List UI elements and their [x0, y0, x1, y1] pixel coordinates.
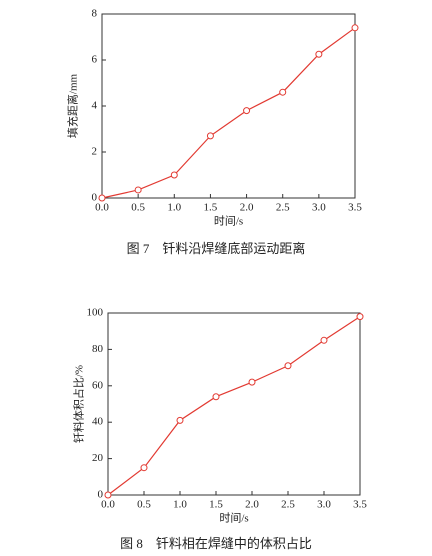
- y-tick-label: 0: [92, 192, 98, 204]
- y-tick-label: 40: [92, 416, 104, 428]
- x-tick-label: 0.0: [101, 499, 115, 511]
- data-point: [98, 194, 106, 202]
- caption: 图 8 钎料相在焊缝中的体积占比: [120, 536, 312, 551]
- data-line: [101, 27, 356, 199]
- caption: 图 7 钎料沿焊缝底部运动距离: [127, 241, 306, 256]
- x-tick-label: 1.5: [209, 499, 223, 511]
- y-tick-label: 6: [92, 54, 98, 66]
- data-point: [170, 171, 178, 179]
- y-tick-label: 8: [92, 8, 98, 20]
- x-axis-label: 时间/s: [214, 215, 243, 228]
- y-tick-label: 0: [98, 489, 104, 501]
- y-axis-label: 钎料体积占比/%: [72, 365, 86, 443]
- data-point: [248, 378, 256, 386]
- y-tick-label: 20: [92, 452, 104, 464]
- data-point: [351, 24, 359, 32]
- y-tick-label: 80: [92, 343, 104, 355]
- data-point: [315, 50, 323, 58]
- data-point: [104, 491, 112, 499]
- y-tick-label: 100: [87, 307, 104, 319]
- y-tick-label: 60: [92, 379, 104, 391]
- y-tick-label: 2: [92, 146, 98, 158]
- x-tick-label: 2.0: [245, 499, 259, 511]
- x-tick-label: 0.5: [137, 499, 151, 511]
- y-axis-label: 填充距离/mm: [66, 73, 80, 138]
- plot-frame: [101, 13, 356, 199]
- data-point: [140, 464, 148, 472]
- data-line: [107, 316, 361, 496]
- y-tick-label: 4: [92, 100, 98, 112]
- x-tick-label: 3.5: [348, 202, 362, 214]
- x-tick-label: 1.5: [204, 202, 218, 214]
- x-tick-label: 2.0: [240, 202, 254, 214]
- x-tick-label: 2.5: [281, 499, 295, 511]
- data-point: [279, 88, 287, 96]
- data-point: [206, 132, 214, 140]
- x-tick-label: 2.5: [276, 202, 290, 214]
- x-tick-label: 3.0: [317, 499, 331, 511]
- x-tick-label: 0.5: [131, 202, 145, 214]
- x-axis-label: 时间/s: [219, 512, 248, 525]
- x-tick-label: 1.0: [173, 499, 187, 511]
- x-tick-label: 1.0: [167, 202, 181, 214]
- data-point: [212, 393, 220, 401]
- plot-frame: [107, 312, 361, 496]
- data-point: [243, 107, 251, 115]
- x-tick-label: 3.0: [312, 202, 326, 214]
- data-point: [284, 362, 292, 370]
- data-point: [176, 416, 184, 424]
- data-point: [320, 336, 328, 344]
- x-tick-label: 3.5: [353, 499, 367, 511]
- data-point: [134, 186, 142, 194]
- data-point: [356, 313, 364, 321]
- x-tick-label: 0.0: [95, 202, 109, 214]
